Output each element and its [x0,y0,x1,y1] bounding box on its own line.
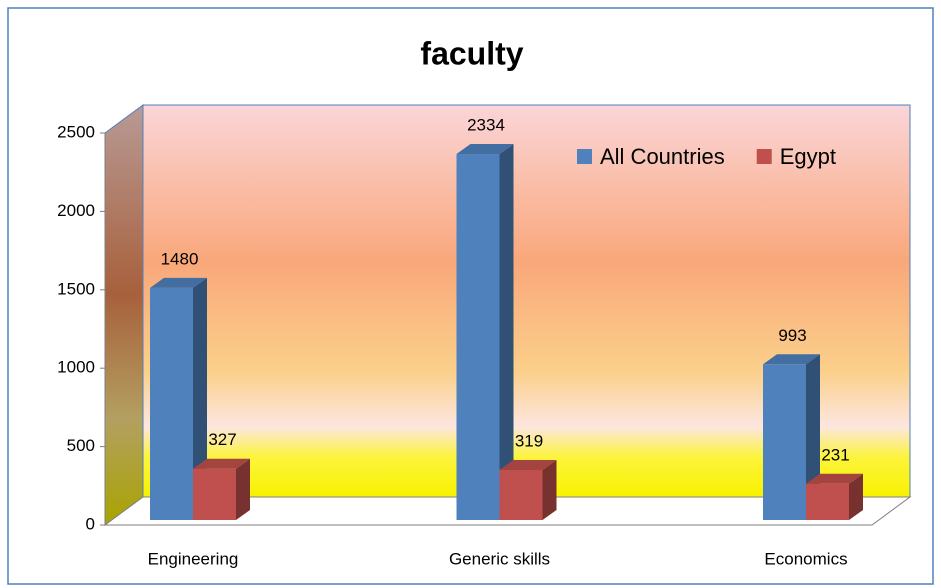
x-tick-label: Economics [764,549,847,568]
y-tick-label: 1500 [57,279,95,298]
bar-front [763,364,806,520]
data-label: 993 [778,326,806,345]
data-label: 319 [515,431,543,450]
y-tick-label: 1000 [57,358,95,377]
bar-side [193,277,207,520]
bar [456,144,514,520]
bar-top [193,458,250,469]
legend-label: Egypt [780,144,836,169]
bar [499,459,557,520]
bar-top [763,354,820,365]
data-label: 327 [208,430,236,449]
bar-top [499,459,557,470]
legend-label: All Countries [600,144,725,169]
bar-front [456,154,500,520]
x-tick-label: Generic skills [449,549,550,568]
bar-front [499,469,543,520]
data-label: 2334 [467,116,505,135]
y-tick-label: 500 [67,436,95,455]
bar-top [806,473,863,484]
data-label: 231 [821,445,849,464]
bar-top [150,277,207,288]
bar-front [150,287,193,520]
bar-side [542,459,557,520]
bar [806,473,863,520]
bar-top [456,144,514,155]
bar-front [193,468,236,520]
legend-swatch [756,149,772,164]
data-label: 1480 [161,249,199,268]
x-tick-label: Engineering [148,549,239,568]
bar-front [806,483,849,520]
side-wall [104,104,144,526]
y-tick-label: 2500 [57,122,95,141]
y-tick-label: 0 [86,514,95,533]
bar-side [849,473,863,520]
bar-side [236,458,250,520]
bar [193,458,250,520]
legend-swatch [577,149,592,164]
bar-side [499,144,514,520]
chart-title: faculty [420,35,523,71]
y-tick-label: 2000 [57,201,95,220]
bar [763,354,820,520]
bar [150,277,207,520]
